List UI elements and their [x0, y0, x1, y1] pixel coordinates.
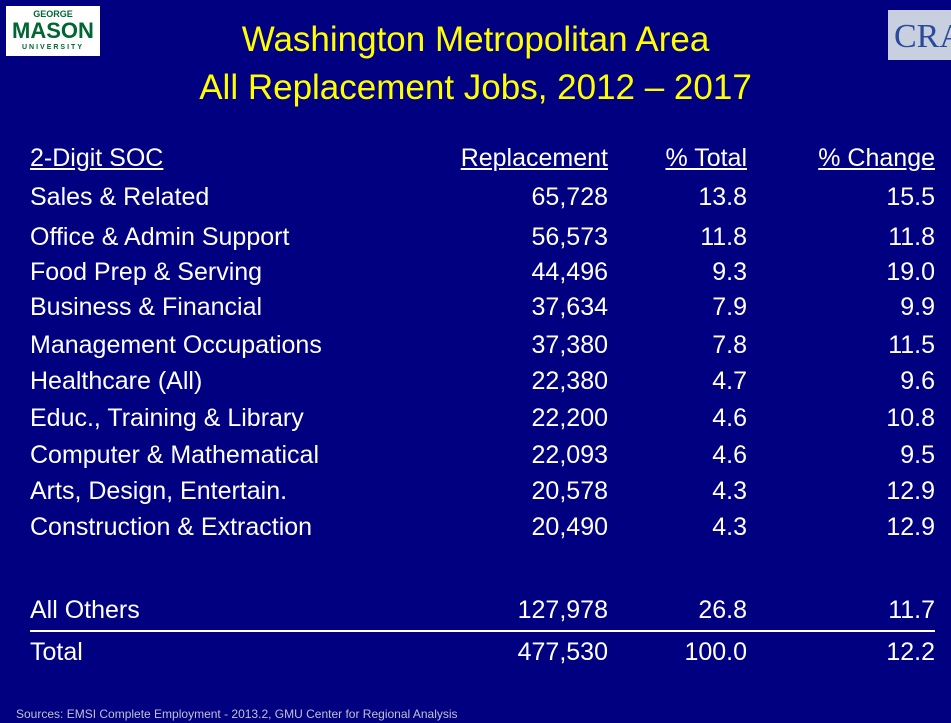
cell: 56,573: [531, 223, 608, 251]
column-header: % Total: [665, 144, 747, 172]
cell: 11.7: [888, 596, 935, 624]
cell: Construction & Extraction: [30, 513, 313, 541]
cell: 44,496: [531, 258, 608, 286]
cell: 13.8: [698, 183, 747, 211]
cell: All Others: [30, 596, 140, 624]
column-header: Replacement: [460, 144, 608, 172]
cell: 4.6: [712, 441, 747, 469]
cell: 20,578: [531, 477, 608, 505]
logo-text: UNIVERSITY: [21, 44, 84, 51]
cell: 22,380: [531, 367, 608, 395]
cell: 9.9: [900, 293, 935, 321]
cell: Food Prep & Serving: [30, 258, 263, 286]
cell: 26.8: [698, 596, 747, 624]
title: All Replacement Jobs, 2012 – 2017: [199, 68, 752, 107]
sources: Sources: EMSI Complete Employment - 2013…: [16, 707, 458, 721]
cell: 4.7: [712, 367, 747, 395]
title: Washington Metropolitan Area: [241, 20, 710, 59]
cell: 7.9: [712, 293, 747, 321]
cell: 477,530: [517, 638, 608, 666]
cell: 12.9: [886, 477, 935, 505]
cell: Healthcare (All): [30, 367, 203, 395]
cell: 127,978: [517, 596, 608, 624]
column-header: % Change: [818, 144, 935, 172]
cell: Business & Financial: [30, 293, 263, 321]
rule: [30, 630, 935, 632]
cell: 15.5: [886, 183, 935, 211]
logo-text: GEORGE: [33, 9, 73, 19]
cell: 4.3: [712, 513, 747, 541]
cell: 11.8: [700, 223, 747, 251]
cell: Total: [30, 638, 83, 666]
logo-left: GEORGE MASON UNIVERSITY: [6, 6, 100, 56]
cell: 100.0: [684, 638, 747, 666]
cell: 9.6: [900, 367, 935, 395]
cell: 65,728: [531, 183, 608, 211]
cell: 20,490: [531, 513, 608, 541]
cell: 11.5: [888, 331, 935, 359]
cell: 19.0: [886, 258, 935, 286]
cell: 12.9: [886, 513, 935, 541]
cell: Management Occupations: [30, 331, 322, 359]
cell: 22,093: [531, 441, 608, 469]
logo-text: MASON: [12, 18, 94, 43]
cell: Computer & Mathematical: [30, 441, 320, 469]
cell: 11.8: [888, 223, 935, 251]
cell: 37,380: [531, 331, 608, 359]
cell: 9.5: [900, 441, 935, 469]
cell: 10.8: [886, 404, 935, 432]
cell: 7.8: [712, 331, 747, 359]
cell: 4.6: [712, 404, 747, 432]
cell: 37,634: [531, 293, 608, 321]
cell: 12.2: [886, 638, 935, 666]
cell: 4.3: [712, 477, 747, 505]
logo-right: CRA: [888, 10, 951, 60]
logo-text: CRA: [894, 18, 951, 55]
cell: 22,200: [531, 404, 608, 432]
cell: Office & Admin Support: [30, 223, 290, 251]
cell: Arts, Design, Entertain.: [30, 477, 288, 505]
cell: Sales & Related: [30, 183, 210, 211]
column-header: 2-Digit SOC: [30, 144, 164, 172]
cell: 9.3: [712, 258, 747, 286]
cell: Educ., Training & Library: [30, 404, 304, 432]
